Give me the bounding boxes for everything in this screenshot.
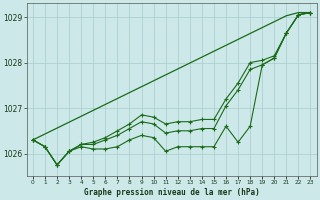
X-axis label: Graphe pression niveau de la mer (hPa): Graphe pression niveau de la mer (hPa) xyxy=(84,188,260,197)
